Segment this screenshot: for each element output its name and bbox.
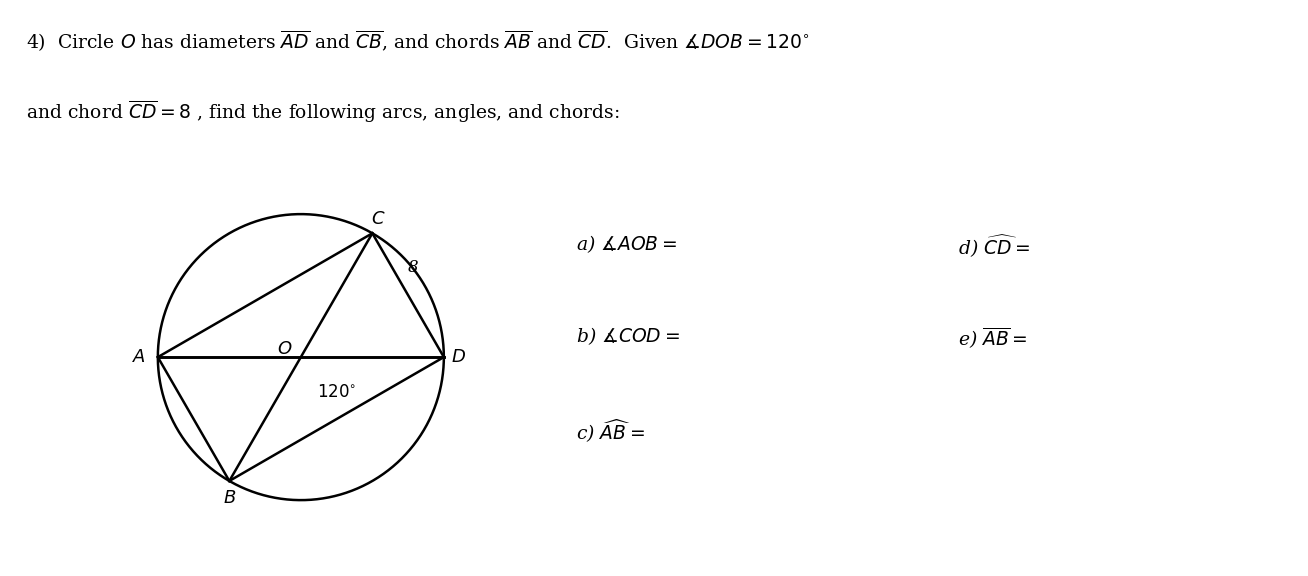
Text: $\mathit{O}$: $\mathit{O}$ xyxy=(277,339,293,358)
Text: $\mathit{D}$: $\mathit{D}$ xyxy=(451,348,466,366)
Text: 8: 8 xyxy=(408,259,419,276)
Text: $\mathit{B}$: $\mathit{B}$ xyxy=(222,489,235,507)
Text: $\mathit{A}$: $\mathit{A}$ xyxy=(132,348,146,366)
Text: e) $\overline{AB} =$: e) $\overline{AB} =$ xyxy=(959,325,1028,351)
Text: c) $\widehat{AB} =$: c) $\widehat{AB} =$ xyxy=(577,418,645,445)
Text: b) $\measuredangle COD =$: b) $\measuredangle COD =$ xyxy=(577,325,680,347)
Text: a) $\measuredangle AOB =$: a) $\measuredangle AOB =$ xyxy=(577,233,678,255)
Text: 4)  Circle $\mathit{O}$ has diameters $\overline{AD}$ and $\overline{CB}$, and c: 4) Circle $\mathit{O}$ has diameters $\o… xyxy=(26,29,810,54)
Text: $\mathit{C}$: $\mathit{C}$ xyxy=(370,210,386,228)
Text: $120^{\circ}$: $120^{\circ}$ xyxy=(317,384,356,401)
Text: and chord $\overline{CD} = 8$ , find the following arcs, angles, and chords:: and chord $\overline{CD} = 8$ , find the… xyxy=(26,98,620,124)
Text: d) $\widehat{CD} =$: d) $\widehat{CD} =$ xyxy=(959,233,1031,260)
